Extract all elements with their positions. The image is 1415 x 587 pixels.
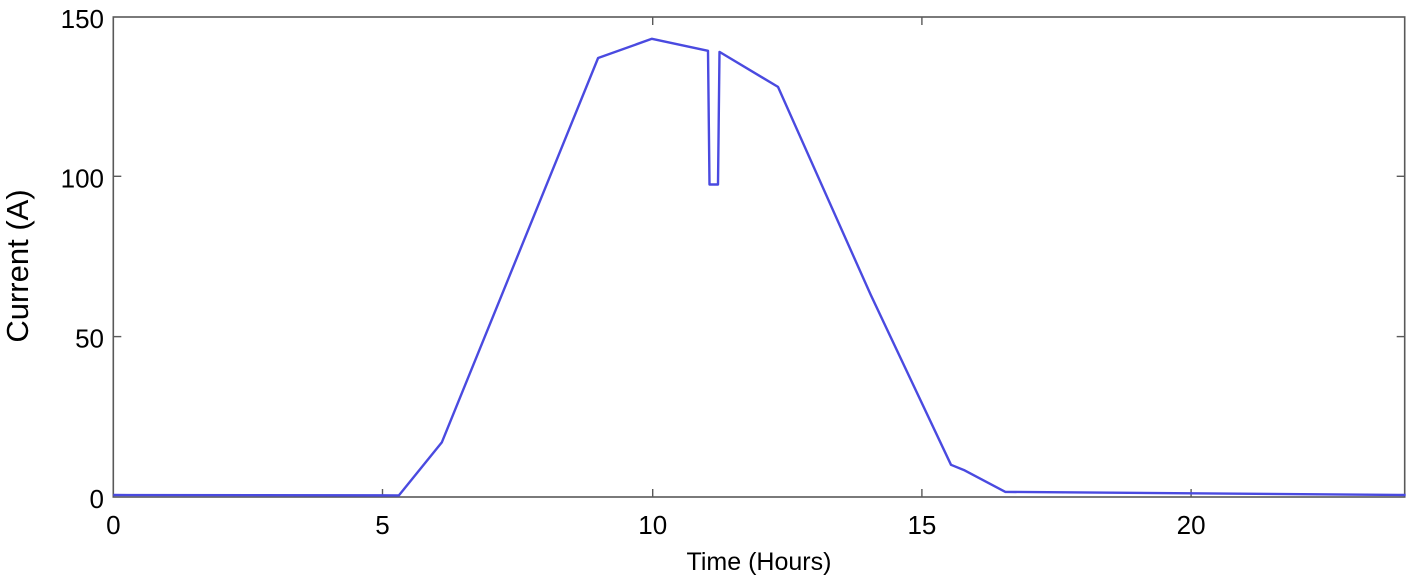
svg-text:0: 0 xyxy=(106,510,120,540)
svg-text:Time (Hours): Time (Hours) xyxy=(687,548,832,576)
svg-text:15: 15 xyxy=(907,510,936,540)
svg-text:50: 50 xyxy=(75,324,104,354)
svg-text:5: 5 xyxy=(375,510,389,540)
svg-text:100: 100 xyxy=(61,163,104,193)
svg-text:Current (A): Current (A) xyxy=(0,189,35,342)
svg-text:0: 0 xyxy=(90,484,104,514)
svg-text:10: 10 xyxy=(638,510,667,540)
svg-text:20: 20 xyxy=(1177,510,1206,540)
svg-text:150: 150 xyxy=(61,4,104,34)
